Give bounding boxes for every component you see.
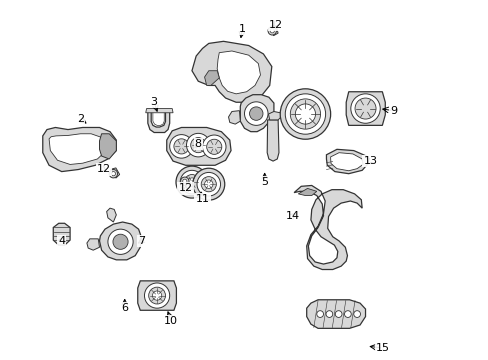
- Circle shape: [316, 311, 323, 318]
- Circle shape: [186, 133, 210, 157]
- Text: 10: 10: [163, 316, 178, 326]
- Circle shape: [335, 311, 341, 318]
- Polygon shape: [99, 134, 116, 159]
- Circle shape: [249, 107, 263, 120]
- Polygon shape: [138, 281, 176, 310]
- Circle shape: [113, 234, 128, 249]
- Polygon shape: [330, 153, 362, 171]
- Polygon shape: [306, 300, 365, 328]
- Polygon shape: [106, 208, 116, 222]
- Circle shape: [176, 166, 207, 198]
- Polygon shape: [49, 134, 105, 165]
- Polygon shape: [153, 112, 164, 125]
- Circle shape: [148, 287, 165, 304]
- Text: 12: 12: [178, 183, 192, 193]
- Text: 14: 14: [285, 211, 299, 221]
- Text: 8: 8: [194, 139, 202, 149]
- Circle shape: [192, 168, 224, 200]
- Circle shape: [109, 170, 117, 178]
- Polygon shape: [268, 112, 282, 120]
- Text: 15: 15: [375, 343, 389, 353]
- Circle shape: [290, 99, 320, 129]
- Circle shape: [267, 27, 276, 35]
- Polygon shape: [266, 120, 278, 161]
- Polygon shape: [270, 26, 278, 36]
- Circle shape: [187, 178, 196, 186]
- Polygon shape: [326, 149, 368, 174]
- Circle shape: [108, 229, 133, 255]
- Circle shape: [202, 135, 225, 158]
- Text: 11: 11: [195, 194, 209, 204]
- Polygon shape: [346, 92, 385, 125]
- Circle shape: [325, 311, 332, 318]
- Text: 2: 2: [77, 114, 84, 124]
- Circle shape: [197, 172, 220, 196]
- Circle shape: [344, 311, 350, 318]
- Polygon shape: [228, 111, 240, 124]
- Circle shape: [152, 291, 162, 300]
- Polygon shape: [180, 176, 189, 182]
- Text: 12: 12: [97, 165, 111, 175]
- Polygon shape: [166, 127, 230, 165]
- Polygon shape: [99, 222, 141, 260]
- Polygon shape: [111, 168, 120, 178]
- Circle shape: [180, 170, 203, 194]
- Polygon shape: [87, 239, 99, 250]
- Text: 7: 7: [138, 236, 145, 246]
- Circle shape: [280, 89, 330, 139]
- Polygon shape: [240, 95, 273, 132]
- Text: 1: 1: [239, 24, 245, 34]
- Polygon shape: [192, 41, 271, 102]
- Polygon shape: [293, 185, 362, 270]
- Text: 3: 3: [150, 97, 157, 107]
- Circle shape: [269, 29, 274, 33]
- Polygon shape: [145, 109, 173, 113]
- Polygon shape: [217, 51, 260, 94]
- Polygon shape: [53, 223, 70, 245]
- Circle shape: [244, 102, 267, 125]
- Circle shape: [183, 179, 186, 183]
- Polygon shape: [147, 111, 169, 132]
- Polygon shape: [204, 71, 219, 85]
- Circle shape: [111, 172, 115, 176]
- Circle shape: [285, 94, 325, 134]
- Text: 13: 13: [363, 156, 377, 166]
- Circle shape: [201, 177, 216, 192]
- Circle shape: [180, 177, 189, 185]
- Circle shape: [354, 98, 375, 119]
- Circle shape: [206, 139, 222, 154]
- Circle shape: [295, 104, 315, 124]
- Circle shape: [190, 138, 205, 153]
- Circle shape: [184, 175, 199, 190]
- Circle shape: [169, 135, 193, 158]
- Circle shape: [144, 283, 169, 308]
- Text: 5: 5: [261, 177, 267, 187]
- Polygon shape: [42, 127, 116, 172]
- Polygon shape: [298, 188, 316, 195]
- Text: 9: 9: [389, 105, 396, 116]
- Circle shape: [353, 311, 360, 318]
- Text: 4: 4: [58, 236, 65, 246]
- Circle shape: [174, 139, 189, 154]
- Circle shape: [350, 94, 380, 123]
- Text: 6: 6: [121, 303, 128, 313]
- Circle shape: [204, 180, 213, 188]
- Text: 12: 12: [268, 19, 283, 30]
